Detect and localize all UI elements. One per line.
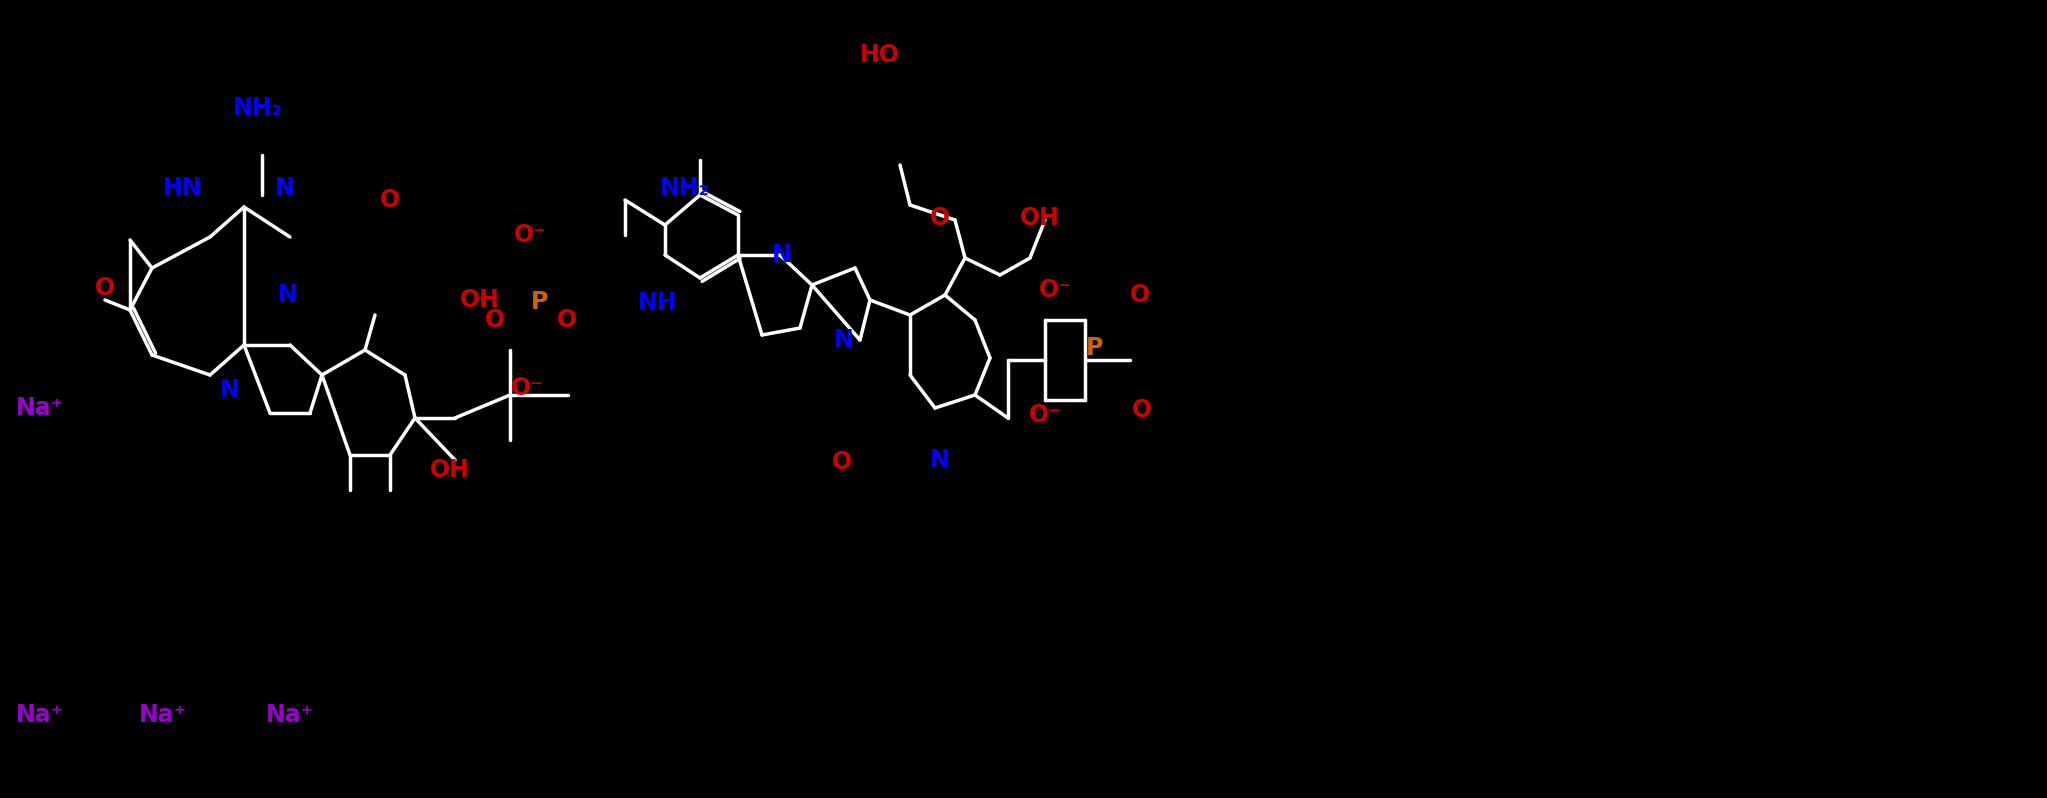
Text: Na⁺: Na⁺ <box>139 703 186 727</box>
Text: N: N <box>772 243 792 267</box>
Text: Na⁺: Na⁺ <box>266 703 313 727</box>
Text: Na⁺: Na⁺ <box>16 396 63 420</box>
Text: N: N <box>929 448 950 472</box>
Text: N: N <box>274 176 295 200</box>
Text: O⁻: O⁻ <box>1038 278 1071 302</box>
Text: HN: HN <box>164 176 203 200</box>
Text: Na⁺: Na⁺ <box>16 703 63 727</box>
Text: O: O <box>1132 398 1152 422</box>
Text: HO: HO <box>860 43 901 67</box>
Text: O⁻: O⁻ <box>510 376 542 400</box>
Text: OH: OH <box>1019 206 1060 230</box>
Text: O: O <box>381 188 399 212</box>
Text: O: O <box>557 308 577 332</box>
Text: O⁻: O⁻ <box>1030 403 1060 427</box>
Text: OH: OH <box>430 458 471 482</box>
Text: P: P <box>1087 336 1103 360</box>
Text: O: O <box>831 450 852 474</box>
Text: O: O <box>1130 283 1150 307</box>
Text: O: O <box>94 276 115 300</box>
Text: NH₂: NH₂ <box>233 96 282 120</box>
Text: O: O <box>929 206 950 230</box>
Text: O⁻: O⁻ <box>514 223 547 247</box>
Text: N: N <box>221 378 239 402</box>
Text: P: P <box>532 290 549 314</box>
Text: N: N <box>278 283 299 307</box>
Text: NH₂: NH₂ <box>659 176 710 200</box>
Text: NH: NH <box>639 291 678 315</box>
Text: OH: OH <box>461 288 499 312</box>
Text: O: O <box>485 308 506 332</box>
Text: N: N <box>833 328 854 352</box>
